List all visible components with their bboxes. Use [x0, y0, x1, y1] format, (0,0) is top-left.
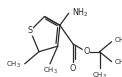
Text: CH$_3$: CH$_3$	[6, 60, 21, 70]
Text: CH$_3$: CH$_3$	[114, 58, 122, 68]
Text: CH$_3$: CH$_3$	[114, 36, 122, 46]
Text: O: O	[83, 47, 90, 56]
Text: CH$_3$: CH$_3$	[43, 66, 57, 76]
Text: NH$_2$: NH$_2$	[72, 7, 89, 19]
Text: S: S	[28, 26, 33, 35]
Text: CH$_3$: CH$_3$	[92, 70, 107, 77]
Text: O: O	[70, 64, 76, 73]
